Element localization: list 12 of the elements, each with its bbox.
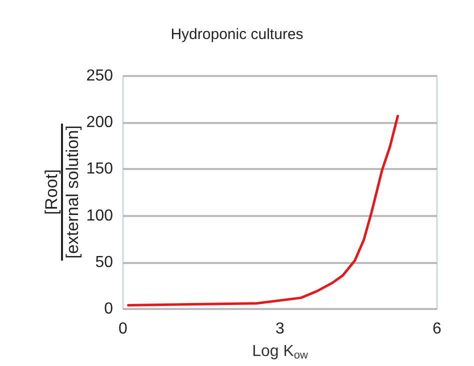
y-tick-label: 200	[86, 114, 114, 132]
line-series	[126, 114, 399, 307]
x-tick-label: 3	[276, 320, 285, 338]
chart-title: Hydroponic cultures	[170, 26, 304, 43]
y-tick-label: 100	[86, 207, 114, 224]
y-axis-title: [Root] [external solution]	[42, 124, 82, 261]
y-tick-label: 50	[95, 254, 114, 271]
y-tick-label: 150	[86, 160, 114, 178]
x-tick-label: 6	[432, 320, 442, 338]
y-tick-label: 250	[86, 68, 114, 84]
y-tick-label: 0	[104, 300, 114, 318]
x-tick-label: 0	[118, 320, 128, 338]
